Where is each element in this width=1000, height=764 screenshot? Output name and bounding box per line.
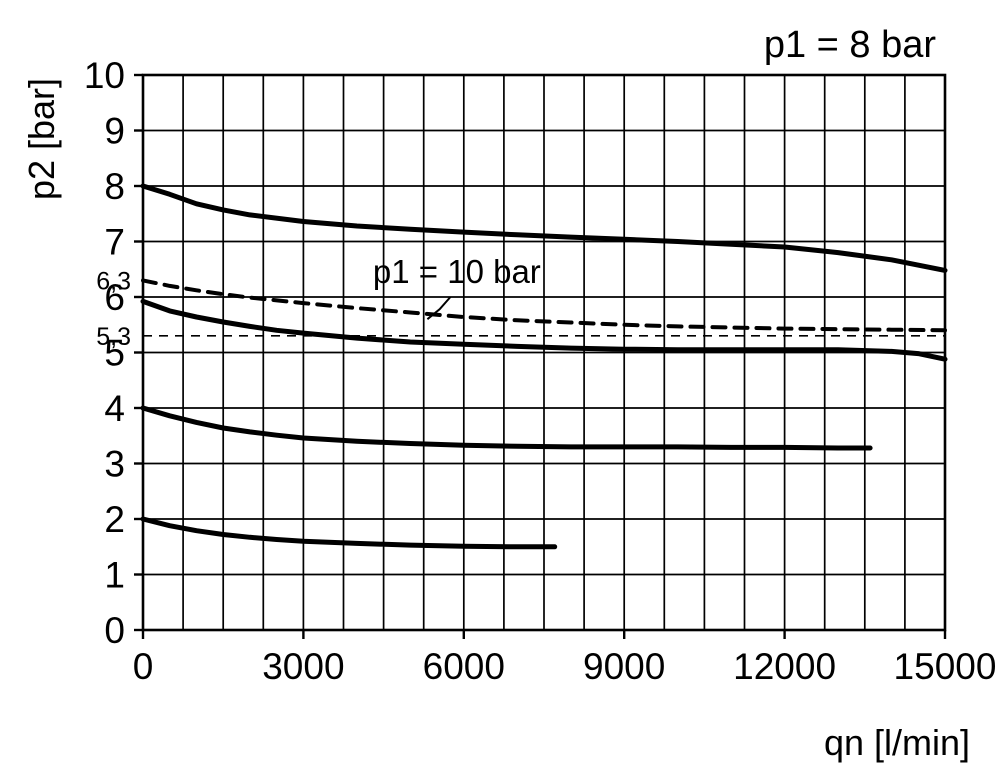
y-tick-label: 4	[104, 388, 125, 429]
x-tick-label: 9000	[583, 646, 665, 687]
x-tick-label: 15000	[894, 646, 997, 687]
y-tick-label: 3	[104, 444, 125, 485]
y-extra-tick-label: 6,3	[96, 267, 131, 295]
x-axis-title: qn [l/min]	[823, 722, 970, 763]
y-tick-label: 9	[104, 111, 125, 152]
curve-setting-8bar	[140, 183, 948, 273]
y-tick-label: 2	[104, 499, 125, 540]
y-tick-label: 10	[84, 55, 125, 96]
annotation-p1-10bar: p1 = 10 bar	[373, 253, 541, 290]
y-extra-tick-label: 5,3	[96, 323, 131, 351]
curve-p1-10bar	[141, 278, 947, 333]
x-tick-label: 12000	[733, 646, 836, 687]
x-tick-label: 3000	[262, 646, 344, 687]
y-tick-label: 6	[104, 277, 125, 318]
y-tick-label: 1	[104, 555, 125, 596]
chart-title: p1 = 8 bar	[763, 24, 936, 66]
annotation-leader-line	[426, 296, 452, 320]
y-tick-label: 0	[104, 610, 125, 651]
y-tick-label: 5	[104, 333, 125, 374]
curve-setting-4bar	[140, 405, 873, 451]
y-tick-label: 7	[104, 222, 125, 263]
y-tick-label: 8	[104, 166, 125, 207]
x-tick-label: 0	[133, 646, 154, 687]
x-tick-label: 6000	[423, 646, 505, 687]
curve-setting-2bar	[140, 516, 558, 550]
curve-setting-6bar	[140, 298, 948, 362]
